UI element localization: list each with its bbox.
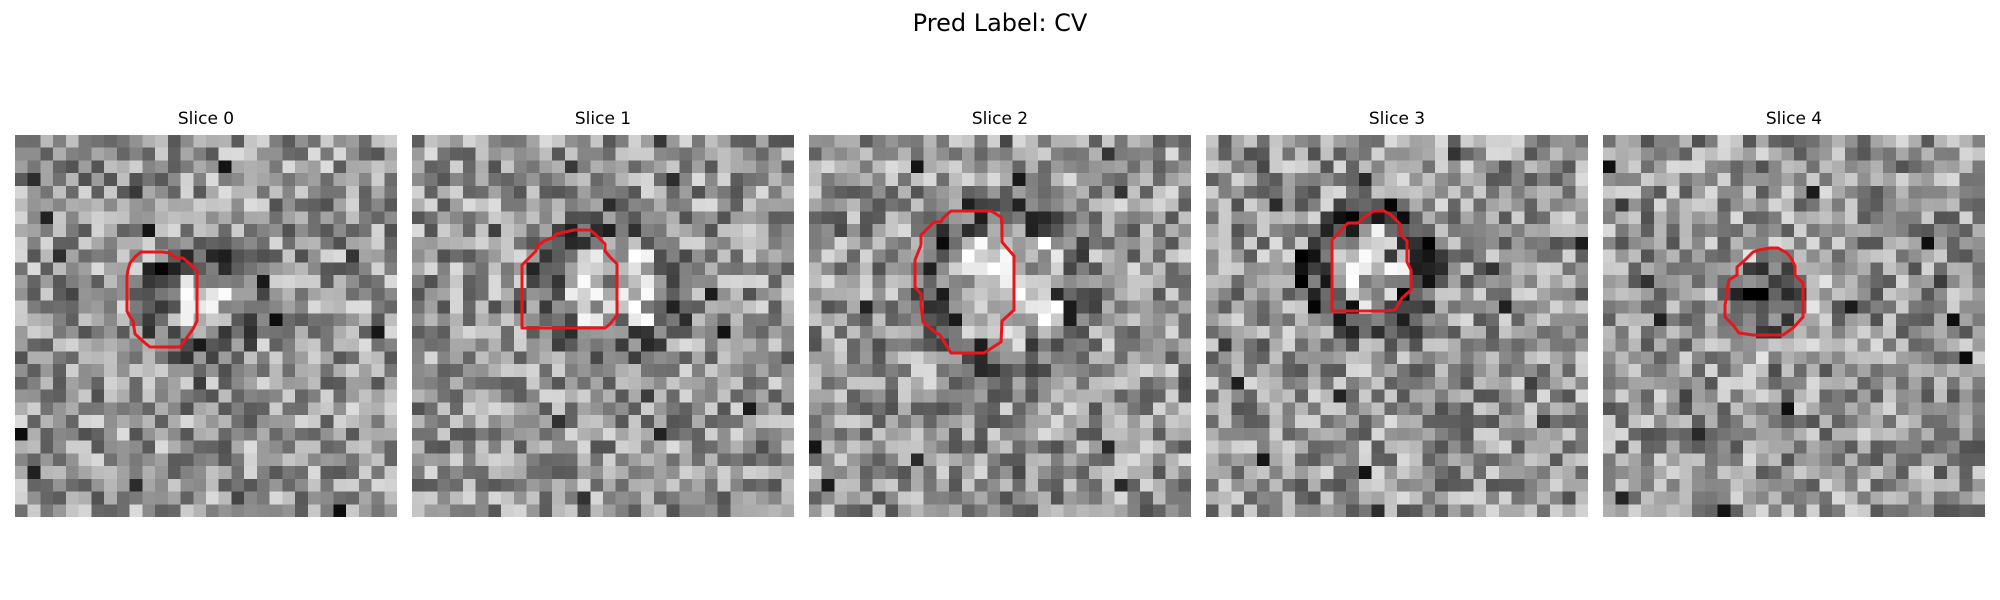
slice-pixels [412,135,794,517]
slice-pixels [809,135,1191,517]
slice-image [412,135,794,517]
slice-image [1603,135,1985,517]
figure-title: Pred Label: CV [912,9,1088,37]
slice-image [809,135,1191,517]
slice-image [15,135,397,517]
roi-contour [1723,246,1805,337]
roi-contour [913,209,1016,355]
roi-contour [520,228,619,330]
slice-panel: Slice 2 [809,108,1191,517]
slice-title: Slice 0 [177,109,235,129]
slice-title: Slice 3 [1368,109,1426,129]
slice-title: Slice 2 [971,109,1029,129]
slice-panel: Slice 0 [15,108,397,517]
slice-pixels [15,135,397,517]
slice-panel: Slice 3 [1206,108,1588,517]
slice-pixels [1206,135,1588,517]
slice-image [1206,135,1588,517]
slice-title: Slice 1 [574,109,632,129]
slice-panel: Slice 4 [1603,108,1985,517]
roi-contour [125,250,199,349]
roi-contour [1330,209,1413,313]
slice-panel: Slice 1 [412,108,794,517]
slice-title: Slice 4 [1765,109,1823,129]
